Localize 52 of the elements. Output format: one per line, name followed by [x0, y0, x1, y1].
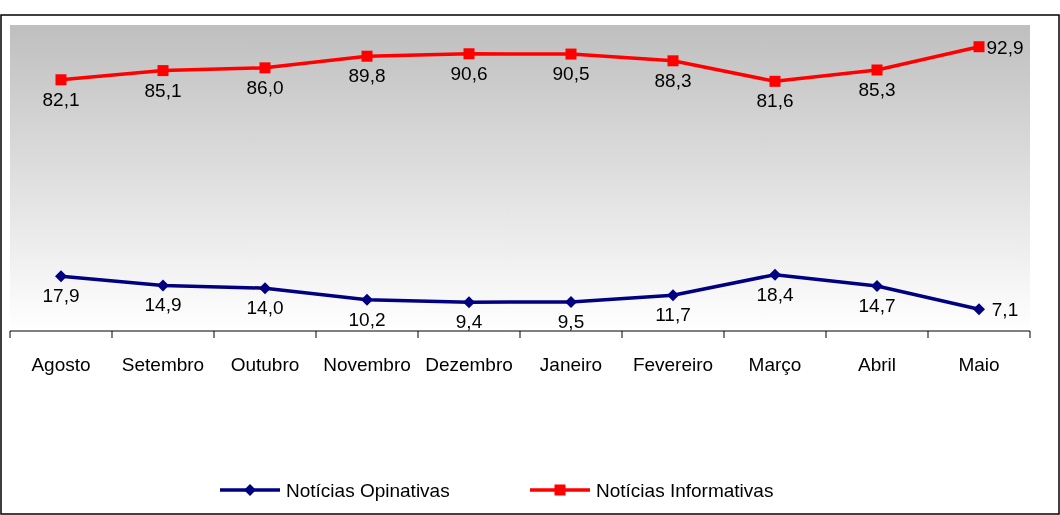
legend-label: Notícias Opinativas: [286, 480, 450, 501]
point: [871, 64, 883, 76]
data-label: 86,0: [246, 76, 284, 98]
x-tick-label: Janeiro: [539, 354, 603, 375]
point: [667, 55, 679, 67]
point: [667, 289, 679, 302]
point: [463, 48, 475, 60]
point: [973, 41, 985, 53]
legend-label: Notícias Informativas: [596, 480, 774, 501]
point: [463, 296, 475, 309]
point: [565, 48, 577, 60]
data-label: 14,7: [858, 295, 896, 317]
x-tick-label: Agosto: [31, 354, 91, 375]
data-label: 90,5: [552, 63, 590, 85]
data-label: 85,1: [144, 79, 182, 101]
data-label: 90,6: [450, 62, 488, 84]
x-tick-label: Março: [748, 354, 802, 375]
data-label: 7,1: [991, 299, 1019, 321]
x-tick-label: Fevereiro: [632, 354, 714, 375]
data-label: 14,0: [246, 297, 284, 319]
point: [259, 282, 271, 295]
data-label: 9,5: [557, 310, 585, 332]
x-tick-label: Setembro: [121, 354, 205, 375]
x-tick-label: Novembro: [323, 354, 411, 375]
point: [565, 295, 577, 308]
data-label: 9,4: [455, 311, 483, 333]
point: [361, 50, 373, 62]
point: [55, 270, 67, 283]
data-label: 85,3: [858, 78, 896, 100]
point: [361, 293, 373, 306]
point: [157, 65, 169, 77]
point: [157, 279, 169, 292]
point: [871, 280, 883, 293]
data-label: 14,9: [144, 294, 182, 316]
point: [259, 62, 271, 74]
point: [769, 268, 781, 281]
point: [769, 75, 781, 87]
x-tick-label: Outubro: [230, 354, 300, 375]
point: [973, 303, 985, 316]
data-label: 18,4: [756, 283, 794, 305]
point: [55, 74, 67, 86]
data-label: 88,3: [654, 69, 692, 91]
data-label: 81,6: [756, 90, 794, 112]
data-label: 89,8: [348, 65, 386, 87]
data-label: 82,1: [42, 88, 80, 110]
x-tick-label: Dezembro: [425, 354, 513, 375]
data-label: 92,9: [986, 36, 1024, 58]
data-label: 10,2: [348, 308, 386, 330]
data-label: 17,9: [42, 285, 80, 307]
data-label: 11,7: [655, 304, 691, 326]
x-tick-label: Maio: [958, 354, 1000, 375]
x-tick-label: Abril: [857, 354, 897, 375]
